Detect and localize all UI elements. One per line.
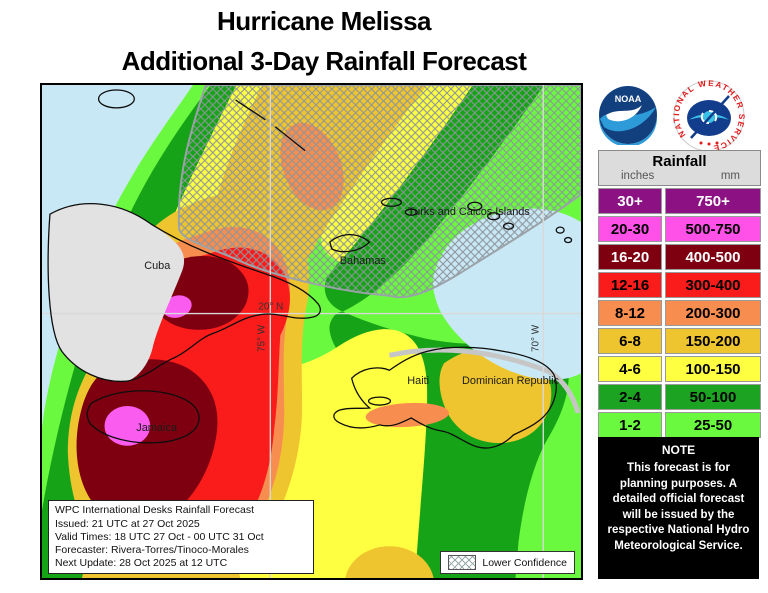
rain-band-16-20in-jamaica	[76, 359, 218, 525]
title-line1: Hurricane Melissa	[216, 6, 432, 36]
hatch-swatch-icon	[448, 555, 477, 570]
coastlines	[47, 89, 573, 449]
long-island-bahamas	[329, 233, 371, 253]
legend-row: 2-4 50-100	[598, 384, 761, 410]
rainfall-legend: Rainfall inches mm 30+ 750+ 20-30 500-750 …	[598, 150, 761, 438]
cuba-coastline	[47, 203, 321, 382]
info-line-1: WPC International Desks Rainfall Forecas…	[55, 504, 254, 517]
title-line2: Additional 3-Day Rainfall Forecast	[121, 46, 527, 76]
legend-header: Rainfall inches mm	[598, 150, 761, 186]
info-line-4: Forecaster: Rivera-Torres/Tinoco-Morales	[55, 543, 249, 556]
grid-label-20n: 20° N	[258, 302, 283, 313]
legend-cell-mm: 400-500	[665, 244, 761, 270]
note-title: NOTE	[661, 443, 696, 457]
label-bahamas: Bahamas	[340, 255, 387, 267]
legend-cell-inches: 4-6	[598, 356, 662, 382]
rainfall-forecast-map: 20° N 75° W 70° W Cuba Bahamas Turks and…	[40, 83, 583, 580]
label-jamaica: Jamaica	[136, 422, 178, 434]
legend-cell-mm: 500-750	[665, 216, 761, 242]
tci-island-2	[487, 212, 501, 221]
cay-2	[274, 126, 306, 152]
noaa-logo: NOAA	[598, 85, 658, 147]
rain-band-20-30in-cuba	[162, 295, 192, 318]
legend-row: 6-8 150-200	[598, 328, 761, 354]
legend-cell-inches: 16-20	[598, 244, 662, 270]
hispaniola-coastline	[333, 346, 557, 449]
tci-island-3	[502, 222, 515, 230]
legend-cell-mm: 100-150	[665, 356, 761, 382]
rain-band-8-12in-haiti	[365, 402, 449, 428]
andros-island	[97, 89, 135, 109]
legend-cell-inches: 30+	[598, 188, 662, 214]
note-box: NOTE This forecast is for planning purpo…	[598, 437, 759, 579]
legend-row: 12-16 300-400	[598, 272, 761, 298]
page-title-block: Hurricane Melissa Additional 3-Day Rainf…	[0, 6, 648, 77]
noaa-bird-icon	[606, 105, 642, 122]
label-dominican-republic: Dominican Republic	[462, 375, 559, 387]
tci-island-4	[555, 226, 565, 234]
legend-cell-inches: 8-12	[598, 300, 662, 326]
info-line-2: Issued: 21 UTC at 27 Oct 2025	[55, 517, 200, 530]
forecast-info-box: WPC International Desks Rainfall Forecas…	[48, 500, 314, 574]
legend-cell-inches: 12-16	[598, 272, 662, 298]
gonave-island	[367, 396, 392, 406]
land-western-cuba	[48, 203, 185, 382]
lower-confidence-region	[177, 85, 581, 299]
legend-row: 30+ 750+	[598, 188, 761, 214]
cay-1	[235, 99, 266, 121]
graticule	[42, 85, 581, 578]
legend-row: 20-30 500-750	[598, 216, 761, 242]
legend-title: Rainfall	[652, 153, 707, 170]
legend-cell-inches: 2-4	[598, 384, 662, 410]
rain-band-6-8in-south2	[345, 546, 434, 578]
note-body: This forecast is for planning purposes. …	[607, 462, 750, 552]
legend-row: 16-20 400-500	[598, 244, 761, 270]
tci-island-5	[563, 236, 573, 244]
info-line-5: Next Update: 28 Oct 2025 at 12 UTC	[55, 556, 228, 569]
nws-logo: NATIONAL WEATHER SERVICE	[672, 79, 745, 153]
tci-island-1	[467, 201, 483, 211]
legend-cell-mm: 200-300	[665, 300, 761, 326]
legend-row: 1-2 25-50	[598, 412, 761, 438]
legend-cell-mm: 25-50	[665, 412, 761, 438]
bahamas-island-3	[404, 208, 418, 216]
grid-label-70w: 70° W	[530, 324, 541, 352]
legend-unit-inches: inches	[621, 170, 655, 182]
legend-cell-inches: 1-2	[598, 412, 662, 438]
legend-cell-mm: 150-200	[665, 328, 761, 354]
label-cuba: Cuba	[144, 260, 171, 272]
jamaica-coastline	[86, 390, 200, 444]
lower-confidence-key: Lower Confidence	[440, 551, 575, 574]
legend-rows: 30+ 750+ 20-30 500-750 16-20 400-500 12-16 3…	[598, 188, 761, 438]
legend-row: 4-6 100-150	[598, 356, 761, 382]
rain-band-20-30in-jamaica	[104, 406, 151, 446]
legend-cell-mm: 750+	[665, 188, 761, 214]
legend-cell-inches: 20-30	[598, 216, 662, 242]
grid-label-75w: 75° W	[256, 324, 267, 352]
coast-gray-strip	[388, 347, 581, 414]
legend-cell-mm: 50-100	[665, 384, 761, 410]
label-tci: Turks and Caicos Islands	[408, 206, 531, 218]
label-haiti: Haiti	[407, 375, 429, 387]
noaa-logo-text: NOAA	[615, 94, 642, 104]
lower-confidence-label: Lower Confidence	[482, 556, 567, 569]
bahamas-island-2	[380, 197, 402, 207]
info-line-3: Valid Times: 18 UTC 27 Oct - 00 UTC 31 O…	[55, 530, 264, 543]
legend-row: 8-12 200-300	[598, 300, 761, 326]
legend-cell-inches: 6-8	[598, 328, 662, 354]
legend-cell-mm: 300-400	[665, 272, 761, 298]
legend-unit-mm: mm	[720, 170, 740, 182]
